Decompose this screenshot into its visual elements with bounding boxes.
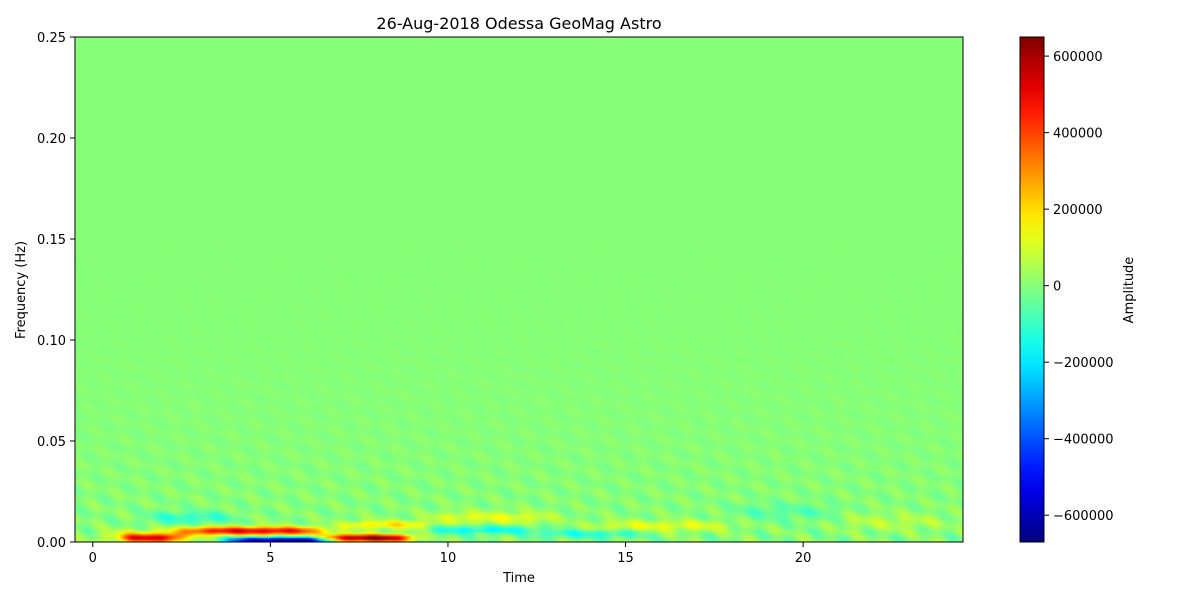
colorbar: −600000 −400000 −200000 0 200000 400000 600000… [1019, 36, 1137, 543]
y-tick-label: 0.15 [37, 233, 66, 248]
chart-title: 26-Aug-2018 Odessa GeoMag Astro [376, 14, 661, 33]
colorbar-tick-label: −600000 [1053, 509, 1114, 524]
colorbar-tick-label: 0 [1053, 280, 1061, 295]
colorbar-tick-label: 400000 [1053, 127, 1103, 142]
colorbar-tick-label: −400000 [1053, 433, 1114, 448]
x-tick-label: 20 [795, 551, 812, 566]
colorbar-gradient [1019, 36, 1045, 543]
y-tick-label: 0.10 [37, 334, 66, 349]
y-tick-label: 0.05 [37, 435, 66, 450]
y-tick-label: 0.25 [37, 31, 66, 46]
x-axis-label: Time [502, 571, 535, 586]
x-tick-label: 10 [440, 551, 457, 566]
y-axis-label: Frequency (Hz) [14, 241, 29, 339]
x-tick-label: 0 [89, 551, 97, 566]
x-axis-ticks: 0 5 10 15 20 [89, 542, 812, 566]
y-axis-ticks: 0.00 0.05 0.10 0.15 0.20 0.25 [37, 31, 75, 551]
y-tick-label: 0.00 [37, 536, 66, 551]
colorbar-label: Amplitude [1122, 257, 1137, 324]
x-tick-label: 15 [617, 551, 634, 566]
heatmap-image [75, 37, 963, 542]
colorbar-tick-label: 200000 [1053, 203, 1103, 218]
colorbar-ticks: −600000 −400000 −200000 0 200000 400000 600000 [1044, 50, 1114, 524]
heatmap-plot [75, 37, 963, 542]
plot-frame [74, 36, 964, 543]
colorbar-tick-label: −200000 [1053, 356, 1114, 371]
x-tick-label: 5 [266, 551, 274, 566]
colorbar-tick-label: 600000 [1053, 50, 1103, 65]
y-tick-label: 0.20 [37, 132, 66, 147]
